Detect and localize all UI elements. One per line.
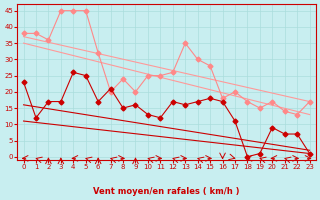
X-axis label: Vent moyen/en rafales ( km/h ): Vent moyen/en rafales ( km/h ) [93,187,240,196]
